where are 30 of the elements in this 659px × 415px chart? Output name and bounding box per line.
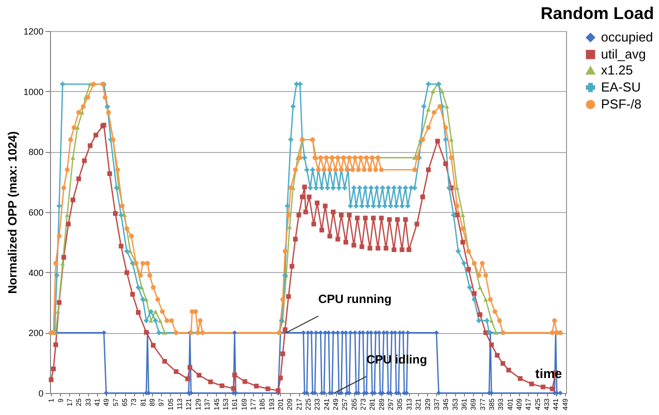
y-tick-label: 800 <box>28 147 44 158</box>
point <box>287 225 292 230</box>
point <box>483 297 488 302</box>
point <box>153 310 158 314</box>
y-tick-label: 1200 <box>23 26 44 36</box>
point <box>448 138 454 142</box>
y-axis-title: Normalized OPP (max: 1024) <box>5 131 20 294</box>
legend-label: PSF-/8 <box>601 96 642 112</box>
point <box>430 89 436 94</box>
legend-label: x1.25 <box>601 62 633 78</box>
y-tick-label: 1000 <box>23 86 44 97</box>
legend-label: util_avg <box>601 46 646 62</box>
y-tick-label: 600 <box>28 208 44 218</box>
y-tick-label: 200 <box>28 328 44 338</box>
annotation: CPU running <box>318 292 392 306</box>
point <box>440 89 445 94</box>
legend-label: occupied <box>601 30 654 44</box>
chart-title: Random Load <box>540 4 654 23</box>
y-tick-label: 400 <box>28 268 44 278</box>
point <box>478 285 482 290</box>
point <box>144 297 149 302</box>
point <box>426 107 431 112</box>
point <box>158 318 162 323</box>
y-tick-label: 0 <box>38 388 44 398</box>
point <box>122 212 127 218</box>
point <box>60 261 65 266</box>
point <box>444 104 450 108</box>
point <box>489 318 494 323</box>
legend-label: EA-SU <box>601 80 641 94</box>
point <box>494 330 498 335</box>
